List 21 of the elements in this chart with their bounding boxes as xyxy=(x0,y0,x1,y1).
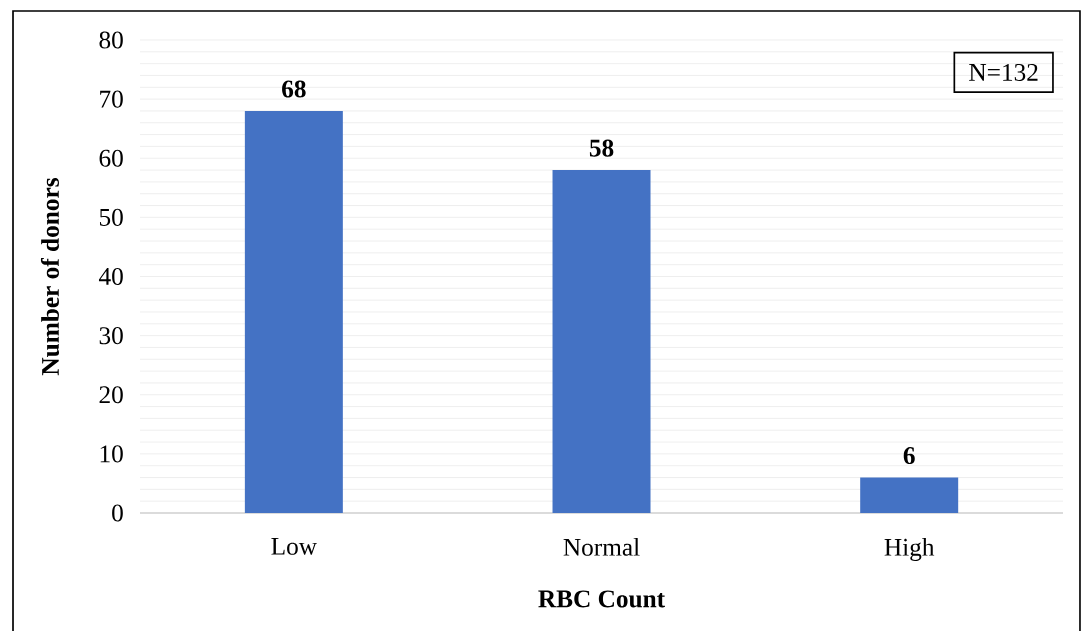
y-tick-label: 70 xyxy=(100,90,123,108)
data-label: 68 xyxy=(282,80,306,98)
x-tick-label: Normal xyxy=(563,538,640,556)
y-tick-label: 20 xyxy=(99,386,123,404)
bar xyxy=(244,110,343,513)
y-tick-label: 0 xyxy=(112,504,123,522)
y-tick-label: 80 xyxy=(99,31,123,49)
y-tick-label: 40 xyxy=(98,267,123,286)
bar xyxy=(860,477,959,513)
y-tick-label: 50 xyxy=(99,208,123,226)
data-label: 58 xyxy=(589,139,614,157)
y-tick-label: 30 xyxy=(99,327,123,345)
bar xyxy=(552,170,651,513)
annotation: N=132 xyxy=(969,63,1038,81)
x-tick-label: Low xyxy=(271,538,317,555)
y-axis-title: Number of donors xyxy=(40,178,60,376)
x-axis-title: RBC Count xyxy=(538,590,665,608)
y-tick-label: 10 xyxy=(100,445,123,463)
data-label: 6 xyxy=(903,447,915,465)
x-tick-label: High xyxy=(884,538,935,562)
y-tick-label: 60 xyxy=(99,149,123,167)
